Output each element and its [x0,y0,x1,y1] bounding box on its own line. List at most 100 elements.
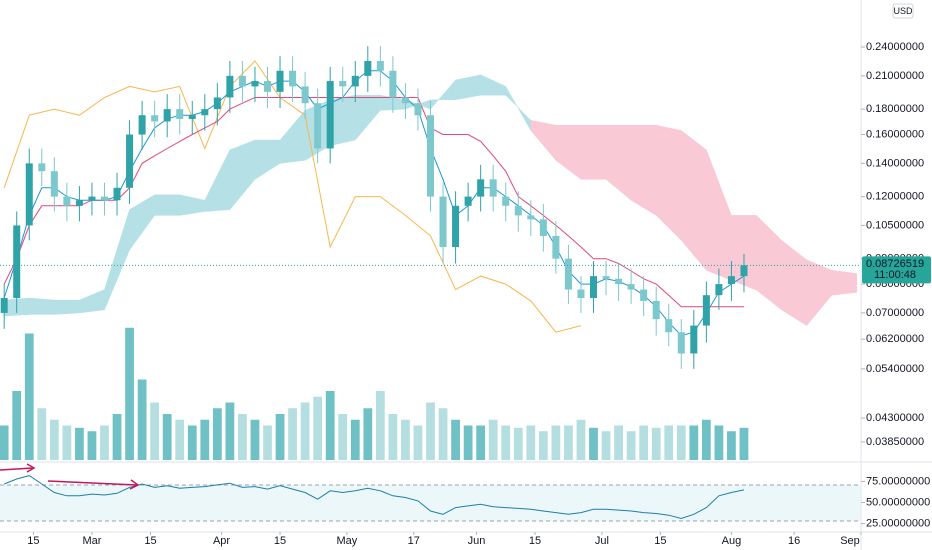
volume-bar [551,425,561,460]
volume-bar [701,419,711,460]
volume-bar [538,431,548,460]
volume-bar [275,414,285,460]
volume-bar [413,425,423,460]
candle-body [176,109,184,119]
cloud-segment [329,94,356,146]
volume-bar [350,419,360,460]
cloud-segment [630,125,657,216]
y-tick-label: 0.18000000 [866,103,924,115]
candle-body [251,81,259,87]
candle-body [13,225,21,299]
candle-body [439,196,447,248]
y-tick-label: 0.12000000 [866,191,924,203]
volume-bar [313,396,323,460]
candle-body [552,235,560,259]
volume-bar [589,427,598,460]
volume-bar [288,408,297,460]
y-tick-label: 0.03850000 [866,436,924,448]
volume-bar [626,431,636,460]
volume-bar [150,402,160,460]
candle-body [489,179,497,197]
candle-body [88,196,96,201]
volume-bar [100,425,109,460]
volume-bar [601,431,611,460]
x-tick-label: 15 [27,535,39,547]
volume-bar [200,419,210,460]
x-tick-label: Jul [595,535,609,547]
rsi-pane [4,475,745,520]
cloud-segment [154,194,180,216]
volume-bar [388,414,398,460]
x-tick-label: Jun [468,535,486,547]
volume-bar [225,402,235,460]
volume-bar [49,419,59,460]
volume-bar [112,414,122,460]
candle-body [314,103,322,149]
candle-body [740,265,748,277]
rsi-tick-label: 25.00000000 [866,517,930,529]
candle-body [426,115,435,197]
volume-bar [476,425,486,460]
candle-body [201,109,209,116]
y-tick-label: 0.14000000 [866,157,924,169]
candle-body [238,75,246,87]
volume-bar [238,414,247,460]
volume-bar [401,419,410,460]
volume-bar [714,425,724,460]
cloud-segment [29,297,55,315]
rsi-band [0,485,861,521]
arrow [47,480,138,486]
volume-bar [689,425,699,460]
cloud-segment [831,269,858,296]
cloud-segment [54,299,80,315]
volume-bar [739,427,749,460]
candle-body [25,163,33,226]
candle-body [263,81,272,92]
countdown: 11:00:48 [874,269,916,281]
arrow-head [26,463,36,473]
currency-badge[interactable] [892,3,914,19]
candle-body [339,81,347,87]
y-tick-label: 0.04300000 [866,412,924,424]
volume-bar [12,391,22,460]
candle-body [665,319,673,333]
last-price-badge [862,256,931,284]
candle-body [151,115,159,122]
candle-body [113,187,121,201]
volume-bar [37,408,47,460]
candle-body [50,171,58,197]
candle-body [564,258,572,290]
y-tick-label: 0.24000000 [866,41,924,53]
last-price-label: 0.08726519 [866,258,924,270]
volume-bar [426,402,435,460]
candle-body [289,70,297,87]
volume-bar [463,425,473,460]
cloud-segment [580,125,607,180]
candle-body [75,200,83,206]
volume-bar [300,402,310,460]
volume-bar [513,427,523,460]
volume-bar [250,419,260,460]
candle-body [38,163,46,172]
candle-body [627,284,635,290]
volume-bar [488,419,498,460]
volume-bar [651,427,661,460]
currency: USD [893,6,913,16]
y-tick-label: 0.10500000 [866,219,924,231]
volume-bar [87,431,97,460]
rsi-tick-label: 75.00000000 [866,475,930,487]
volume-bar [212,408,222,460]
candle-body [301,86,309,104]
y-tick-label: 0.05400000 [866,363,924,375]
rsi-tick-label: 50.00000000 [866,496,930,508]
x-tick-label: Sep [840,535,860,547]
volume-bar [175,419,185,460]
candle-body [414,103,422,116]
candle-body [602,276,610,279]
x-tick-label: Apr [213,535,230,547]
arrow [0,467,34,471]
arrow-head [129,479,140,490]
x-tick-label: 15 [529,535,541,547]
